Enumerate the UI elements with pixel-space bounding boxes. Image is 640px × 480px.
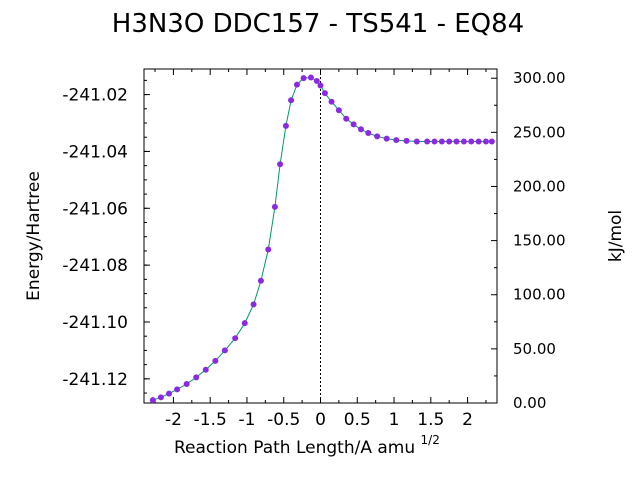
data-point <box>293 81 300 88</box>
x-tick-label: 1.5 <box>417 410 444 430</box>
data-point <box>193 374 200 381</box>
data-point <box>317 82 324 89</box>
x-axis-label-sup: 1/2 <box>421 433 440 447</box>
data-point <box>357 126 364 133</box>
y-axis-label-right: kJ/mol <box>606 210 626 262</box>
x-tick-label: -1.5 <box>194 410 227 430</box>
data-point <box>453 138 460 145</box>
data-point <box>424 138 431 145</box>
data-point <box>374 133 381 140</box>
data-point <box>202 366 209 373</box>
data-point <box>288 97 295 104</box>
data-point <box>250 301 257 308</box>
x-tick-label: 0 <box>315 410 326 430</box>
x-axis-label: Reaction Path Length/A amu 1/2 <box>174 433 440 458</box>
data-point <box>460 138 467 145</box>
data-point <box>328 98 335 105</box>
y-left-tick-label: -241.04 <box>62 142 128 162</box>
data-point <box>365 129 372 136</box>
data-point <box>221 347 228 354</box>
x-tick-label: 0.5 <box>344 410 371 430</box>
data-point <box>321 90 328 97</box>
data-point <box>174 386 181 393</box>
y-left-tick-label: -241.10 <box>62 313 128 333</box>
plot-frame <box>143 68 498 404</box>
y-right-tick-label: 200.00 <box>513 177 566 195</box>
marker-layer <box>149 74 495 404</box>
data-point <box>482 138 489 145</box>
x-tick-label: -1 <box>238 410 255 430</box>
y-left-tick-label: -241.02 <box>62 86 128 106</box>
data-point <box>335 107 342 114</box>
data-point <box>403 137 410 144</box>
chart-title: H3N3O DDC157 - TS541 - EQ84 <box>112 9 524 39</box>
data-point <box>257 277 264 284</box>
data-point <box>383 135 390 142</box>
y-axis-label-left: Energy/Hartree <box>24 171 44 301</box>
data-point <box>313 77 320 84</box>
curve-layer <box>152 69 492 403</box>
data-point <box>343 115 350 122</box>
data-point <box>475 138 482 145</box>
y-right-tick-label: 250.00 <box>513 123 566 141</box>
x-tick-label: -0.5 <box>267 410 300 430</box>
y-left-tick-label: -241.08 <box>62 256 128 276</box>
data-point <box>232 335 239 342</box>
y-left-tick-label: -241.06 <box>62 199 128 219</box>
data-point <box>241 320 248 327</box>
data-point <box>300 75 307 82</box>
y-left-tick-label: -241.12 <box>62 370 128 390</box>
data-point <box>438 138 445 145</box>
data-point <box>307 74 314 81</box>
data-point <box>488 138 495 145</box>
data-point <box>149 397 156 404</box>
y-right-tick-label: 150.00 <box>513 232 566 250</box>
data-point <box>446 138 453 145</box>
x-axis-label-main: Reaction Path Length/A amu <box>174 438 415 458</box>
y-right-tick-label: 300.00 <box>513 69 566 87</box>
data-point <box>350 121 357 128</box>
data-point <box>468 138 475 145</box>
data-point <box>271 203 278 210</box>
series-line <box>152 76 492 401</box>
data-point <box>212 357 219 364</box>
data-point <box>183 380 190 387</box>
data-point <box>277 161 284 168</box>
data-point <box>166 390 173 397</box>
x-tick-label: 2 <box>462 410 473 430</box>
y-right-tick-label: 50.00 <box>513 340 556 358</box>
data-point <box>431 138 438 145</box>
x-tick-label: 1 <box>389 410 400 430</box>
data-point <box>413 138 420 145</box>
x-tick-label: -2 <box>165 410 182 430</box>
y-right-tick-label: 0.00 <box>513 394 546 412</box>
data-point <box>393 137 400 144</box>
data-point <box>282 122 289 129</box>
data-point <box>265 246 272 253</box>
y-right-tick-label: 100.00 <box>513 286 566 304</box>
data-point <box>157 394 164 401</box>
ticks-layer: -2 -1.5 -1 -0.5 0 0.5 1 1.5 2 -241.02 -241.04 -241.… <box>62 69 566 430</box>
